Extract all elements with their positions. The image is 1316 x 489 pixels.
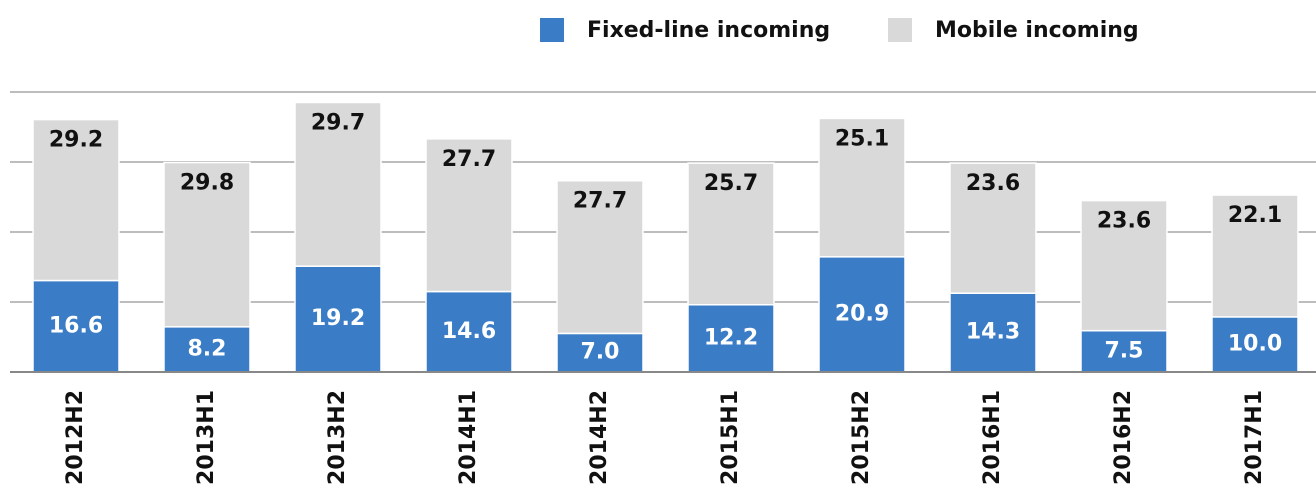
- legend-label: Mobile incoming: [935, 18, 1139, 43]
- x-tick-label: 2014H1: [456, 390, 481, 485]
- bar-segment: [425, 138, 513, 293]
- bar-segment: [687, 162, 775, 306]
- value-label: 20.9: [835, 301, 889, 326]
- bar-segment: [1080, 329, 1168, 373]
- x-tick-label: 2013H1: [194, 390, 219, 485]
- value-label: 10.0: [1228, 331, 1282, 356]
- legend-swatch: [540, 18, 564, 42]
- bar-segment: [949, 162, 1037, 294]
- bar-segment: [818, 117, 906, 258]
- bar-segment: [32, 118, 120, 282]
- value-label: 29.7: [311, 110, 365, 135]
- x-tick-label: 2014H2: [587, 390, 612, 485]
- value-label: 14.6: [442, 319, 496, 344]
- legend-swatch: [888, 18, 912, 42]
- value-label: 27.7: [442, 147, 496, 172]
- bar-segment: [556, 332, 644, 373]
- value-label: 29.2: [49, 128, 103, 153]
- bar-segment: [1211, 194, 1299, 318]
- value-label: 16.6: [49, 313, 103, 338]
- value-label: 22.1: [1228, 203, 1282, 228]
- value-label: 23.6: [1097, 209, 1151, 234]
- value-label: 7.0: [581, 340, 620, 365]
- bar-segment: [425, 290, 513, 373]
- x-tick-label: 2016H1: [980, 390, 1005, 485]
- value-label: 19.2: [311, 306, 365, 331]
- x-tick-label: 2012H2: [63, 390, 88, 485]
- legend-label: Fixed-line incoming: [587, 18, 830, 43]
- bar-segment: [294, 265, 382, 373]
- value-label: 8.2: [188, 336, 227, 361]
- x-tick-label: 2017H1: [1242, 390, 1267, 485]
- x-tick-label: 2013H2: [325, 390, 350, 485]
- value-label: 23.6: [966, 171, 1020, 196]
- bar-segment: [949, 292, 1037, 373]
- value-label: 12.2: [704, 325, 758, 350]
- value-label: 27.7: [573, 189, 627, 214]
- bar-segment: [687, 304, 775, 373]
- bar-segment: [556, 179, 644, 335]
- value-label: 25.1: [835, 126, 889, 151]
- x-tick-label: 2015H2: [849, 390, 874, 485]
- value-label: 14.3: [966, 320, 1020, 345]
- value-label: 25.7: [704, 171, 758, 196]
- value-label: 7.5: [1105, 338, 1144, 363]
- x-tick-label: 2016H2: [1111, 390, 1136, 485]
- x-tick-label: 2015H1: [718, 390, 743, 485]
- bar-segment: [1080, 199, 1168, 332]
- bar-segment: [1211, 316, 1299, 373]
- bar-segment: [294, 101, 382, 267]
- value-label: 29.8: [180, 171, 234, 196]
- bar-segment: [32, 279, 120, 373]
- bar-segment: [163, 161, 251, 328]
